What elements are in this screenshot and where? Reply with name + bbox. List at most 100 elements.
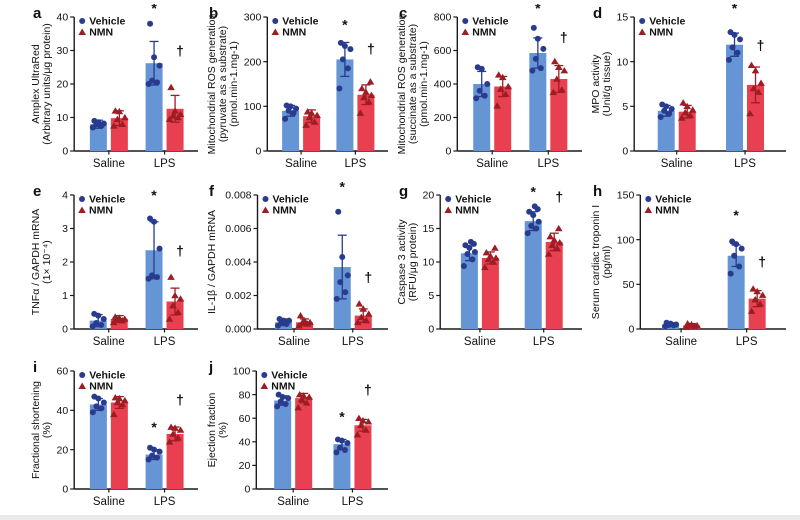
- scatter-lps-nmn: [549, 57, 569, 96]
- legend-vehicle-label: Vehicle: [89, 370, 125, 382]
- bar-lps-vehicle: [145, 454, 163, 489]
- nmn-point: [553, 75, 561, 82]
- significance-star: *: [733, 207, 739, 223]
- x-category-label: Saline: [661, 158, 693, 170]
- bar-lps-vehicle: [529, 53, 547, 152]
- vehicle-point: [736, 263, 743, 270]
- nmn-point: [549, 88, 558, 96]
- y-tick-label: 3: [62, 223, 68, 235]
- significance-star: *: [151, 187, 157, 203]
- vehicle-point: [663, 319, 670, 326]
- legend-nmn-marker: [78, 382, 86, 389]
- significance-dagger: †: [757, 37, 765, 53]
- significance-star: *: [339, 409, 345, 425]
- panel-e: e TNFα / GAPDH mRNA (1× 10⁻⁴) 0 1 2 3 4 Saline LP…: [30, 182, 202, 356]
- x-category-label: Saline: [285, 158, 317, 170]
- legend-vehicle-label: Vehicle: [271, 370, 307, 382]
- scatter-saline-vehicle: [275, 315, 293, 329]
- scatter-lps-nmn: [165, 273, 185, 322]
- chart-j: Ejection fraction (%) 0 20 40 60 80 100 Saline LP…: [206, 366, 388, 508]
- legend-nmn-marker: [644, 206, 653, 213]
- nmn-point: [679, 99, 688, 106]
- bar-saline-nmn: [110, 402, 128, 489]
- nmn-point: [355, 414, 363, 421]
- vehicle-point: [277, 398, 284, 405]
- vehicle-point: [98, 405, 105, 412]
- bar-saline-nmn: [494, 86, 512, 151]
- vehicle-point: [334, 436, 341, 443]
- vehicle-point: [93, 319, 100, 326]
- legend-nmn-label: NMN: [649, 27, 673, 39]
- vehicle-point: [526, 208, 533, 215]
- nmn-point: [757, 79, 765, 86]
- y-axis-label: IL-1β / GAPDH mRNA: [206, 210, 218, 314]
- legend-vehicle-marker: [272, 18, 279, 24]
- scatter-saline-vehicle: [89, 117, 107, 131]
- scatter-lps-vehicle: [726, 29, 744, 63]
- bar-saline-nmn: [110, 318, 128, 329]
- legend-nmn-marker: [638, 28, 646, 35]
- vehicle-point: [145, 456, 152, 463]
- nmn-point: [359, 305, 368, 312]
- y-tick-label: 15: [423, 223, 435, 235]
- y-tick-label: 0: [255, 146, 261, 158]
- y-tick-label: 0.008: [225, 190, 251, 202]
- scatter-saline-nmn: [109, 313, 129, 326]
- legend-nmn-marker: [461, 28, 470, 35]
- vehicle-point: [464, 250, 471, 257]
- x-category-label: Saline: [93, 158, 125, 170]
- vehicle-point: [659, 101, 666, 108]
- nmn-point: [558, 86, 566, 93]
- vehicle-point: [530, 24, 537, 31]
- nmn-point: [362, 426, 370, 433]
- x-category-label: Saline: [464, 336, 496, 348]
- y-tick-label: 30: [57, 45, 69, 57]
- scatter-lps-vehicle: [529, 24, 547, 74]
- y-axis-label: Fractional shortening: [30, 381, 42, 479]
- legend-nmn-marker: [444, 206, 452, 213]
- vehicle-point: [339, 253, 346, 260]
- y-tick-label: 60: [239, 413, 251, 425]
- bar-saline-vehicle: [274, 400, 292, 489]
- bar-lps-nmn: [166, 433, 184, 489]
- panel-letter-d: d: [593, 5, 603, 22]
- x-category-label: LPS: [537, 158, 559, 170]
- chart-d: MPO activity (Unit/g tissue) 0 5 10 15 Saline L…: [590, 4, 786, 170]
- y-tick-label: 0: [62, 484, 68, 496]
- scatter-lps-vehicle: [333, 436, 351, 456]
- legend-nmn-label: NMN: [655, 205, 679, 217]
- vehicle-point: [731, 252, 738, 259]
- nmn-point: [493, 102, 502, 109]
- nmn-point: [498, 73, 507, 81]
- vehicle-point: [276, 315, 283, 322]
- vehicle-point: [344, 272, 351, 279]
- y-tick-label: 40: [57, 12, 69, 24]
- y-axis-label: (%): [217, 422, 229, 438]
- vehicle-point: [729, 44, 736, 51]
- legend-vehicle-marker: [262, 196, 269, 202]
- nmn-point: [683, 102, 692, 110]
- vehicle-point: [344, 65, 351, 72]
- scatter-lps-nmn: [165, 83, 185, 122]
- bar-lps-vehicle: [524, 221, 542, 329]
- nmn-point: [306, 318, 314, 326]
- vehicle-point: [285, 107, 292, 114]
- significance-star: *: [732, 4, 738, 16]
- vehicle-point: [335, 208, 342, 215]
- panel-letter-j: j: [209, 359, 214, 376]
- panel-a: a Amplex UltraRed (Arbitrary units/μg prot…: [30, 4, 202, 178]
- y-tick-label: 300: [244, 12, 262, 24]
- vehicle-point: [529, 67, 536, 74]
- vehicle-point: [347, 46, 354, 53]
- legend-vehicle-marker: [261, 372, 268, 378]
- panel-letter-f: f: [209, 183, 214, 200]
- nmn-point: [544, 250, 553, 257]
- scatter-lps-vehicle: [145, 20, 163, 87]
- legend-nmn-label: NMN: [89, 205, 113, 217]
- vehicle-point: [336, 85, 343, 92]
- legend-nmn-marker: [78, 206, 86, 213]
- nmn-point: [305, 113, 314, 121]
- y-tick-label: 20: [57, 79, 69, 91]
- x-category-label: Saline: [665, 336, 697, 348]
- bottom-strip: [0, 515, 800, 520]
